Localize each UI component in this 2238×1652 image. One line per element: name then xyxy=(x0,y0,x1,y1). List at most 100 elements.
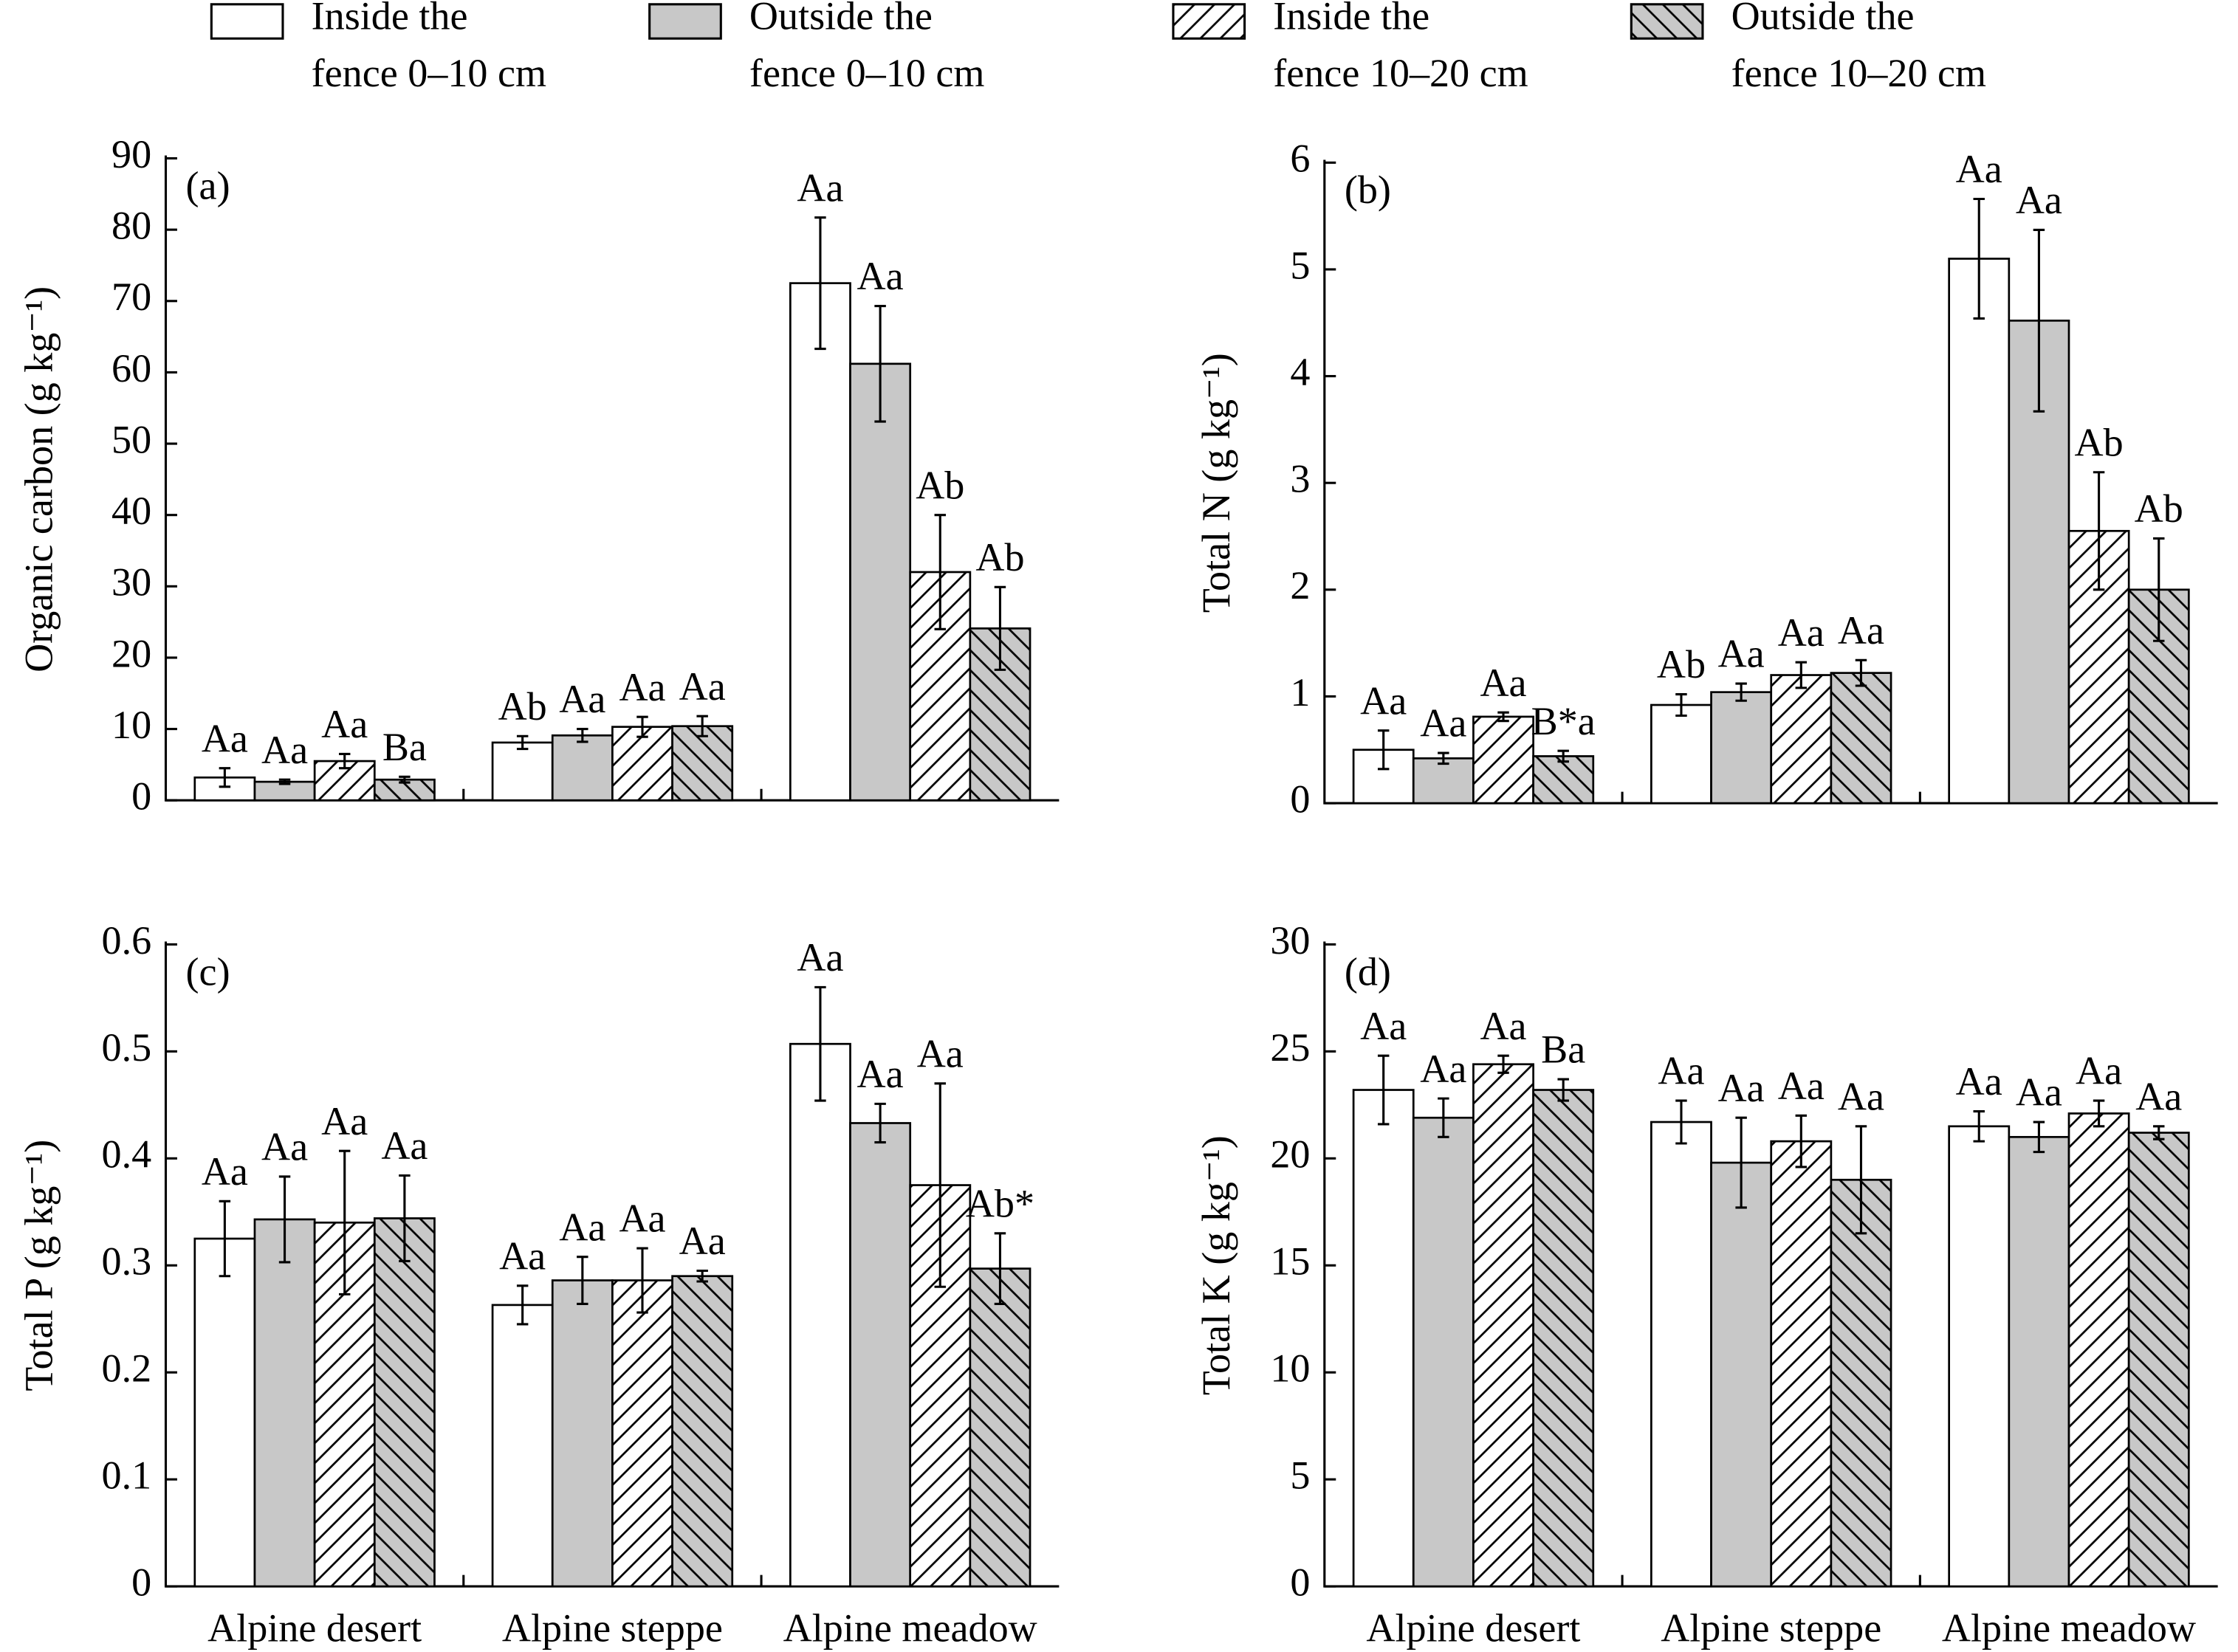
error-bar xyxy=(1438,751,1449,765)
bar xyxy=(1352,1089,1415,1588)
bar xyxy=(1472,1063,1534,1588)
legend-label: fence 0–10 cm xyxy=(312,51,547,95)
bar xyxy=(1948,258,2011,805)
bar xyxy=(671,1275,734,1588)
legend-label: Inside the xyxy=(312,0,468,38)
significance-label: Aa xyxy=(2076,1049,2122,1093)
error-bar xyxy=(874,1102,886,1144)
y-tick-label: 90 xyxy=(111,132,151,176)
y-tick-label: 30 xyxy=(1270,918,1310,963)
error-bar xyxy=(399,775,411,784)
legend-swatch xyxy=(1630,3,1704,40)
significance-label: Aa xyxy=(261,728,308,772)
error-bar xyxy=(1497,711,1509,723)
significance-label: Aa xyxy=(559,1205,605,1249)
y-axis-label: Total P (g kg⁻¹) xyxy=(17,1140,61,1391)
x-tick-label: Alpine desert xyxy=(207,1605,422,1650)
error-bar xyxy=(994,585,1006,671)
bar xyxy=(1532,1089,1595,1588)
significance-label: Aa xyxy=(381,1123,428,1168)
x-tick-label: Alpine desert xyxy=(1366,1605,1580,1650)
bar xyxy=(1472,715,1534,805)
bar xyxy=(611,1279,673,1588)
error-bar xyxy=(278,778,291,785)
significance-label: Ab* xyxy=(966,1181,1034,1225)
y-tick-label: 5 xyxy=(1290,1453,1310,1498)
y-tick-label: 0 xyxy=(1290,777,1310,821)
error-bar xyxy=(219,1200,231,1278)
legend-swatch xyxy=(1172,3,1246,40)
error-bar xyxy=(1438,1097,1449,1138)
significance-label: Ab xyxy=(975,535,1024,579)
significance-label: Aa xyxy=(261,1125,308,1169)
significance-label: Aa xyxy=(917,1031,964,1075)
y-tick-label: 40 xyxy=(111,489,151,533)
significance-label: Aa xyxy=(2135,1074,2182,1118)
error-bar xyxy=(2033,228,2045,413)
error-bar xyxy=(2033,1121,2045,1154)
y-tick-label: 0.3 xyxy=(102,1239,152,1284)
error-bar xyxy=(338,752,351,770)
error-bar xyxy=(516,734,529,751)
significance-label: Aa xyxy=(499,1233,546,1278)
significance-label: Ba xyxy=(1541,1028,1585,1072)
y-tick-label: 6 xyxy=(1290,137,1310,181)
error-bar xyxy=(1855,1125,1867,1235)
significance-label: Ab xyxy=(2135,486,2183,531)
significance-label: Aa xyxy=(1658,1049,1704,1093)
significance-label: Aa xyxy=(1360,1004,1407,1048)
significance-label: Aa xyxy=(857,254,904,298)
bar xyxy=(2127,1132,2190,1588)
significance-label: Aa xyxy=(619,1197,665,1241)
error-bar xyxy=(2153,537,2165,642)
error-bar xyxy=(696,1269,708,1283)
y-tick-label: 4 xyxy=(1290,350,1310,394)
bar xyxy=(849,1122,912,1588)
error-bar xyxy=(219,767,231,788)
y-tick-label: 0 xyxy=(131,1560,151,1605)
error-bar xyxy=(1795,1114,1808,1169)
significance-label: Aa xyxy=(321,1099,368,1143)
y-tick-label: 30 xyxy=(111,560,151,605)
significance-label: Aa xyxy=(1838,1074,1884,1118)
legend-label: Inside the xyxy=(1273,0,1429,38)
y-tick-label: 0 xyxy=(1290,1560,1310,1605)
y-tick-label: 20 xyxy=(111,631,151,675)
error-bar xyxy=(994,1232,1006,1305)
y-tick-label: 20 xyxy=(1270,1132,1310,1177)
y-tick-label: 0 xyxy=(131,774,151,819)
panel-label: (d) xyxy=(1345,949,1391,994)
legend-label: Outside the xyxy=(749,0,933,38)
bar xyxy=(1412,1116,1475,1588)
bar xyxy=(491,1304,554,1588)
y-axis-label: Organic carbon (g kg⁻¹) xyxy=(17,286,61,672)
error-bar xyxy=(1735,1116,1747,1209)
legend-label: fence 10–20 cm xyxy=(1731,51,1987,95)
y-tick-label: 15 xyxy=(1270,1239,1310,1284)
y-tick-label: 0.6 xyxy=(102,918,152,963)
bar xyxy=(1650,703,1712,805)
y-tick-label: 10 xyxy=(111,703,151,747)
legend-swatch xyxy=(210,3,284,40)
y-tick-label: 5 xyxy=(1290,243,1310,287)
bar xyxy=(671,725,734,802)
bar xyxy=(789,1042,851,1588)
significance-label: Aa xyxy=(2016,178,2062,222)
panel-label: (b) xyxy=(1345,168,1391,212)
significance-label: Aa xyxy=(1718,632,1765,676)
significance-label: Aa xyxy=(321,702,368,746)
significance-label: Aa xyxy=(559,677,605,721)
legend-label: fence 0–10 cm xyxy=(749,51,985,95)
significance-label: Aa xyxy=(1420,701,1466,746)
bar xyxy=(2067,1112,2130,1588)
error-bar xyxy=(278,1175,291,1264)
error-bar xyxy=(636,1247,648,1314)
error-bar xyxy=(2093,1099,2105,1128)
error-bar xyxy=(1973,197,1985,320)
significance-label: Aa xyxy=(1956,147,2002,191)
significance-label: Aa xyxy=(679,664,726,709)
bar xyxy=(1532,755,1595,805)
significance-label: Aa xyxy=(619,665,665,709)
y-tick-label: 25 xyxy=(1270,1025,1310,1070)
